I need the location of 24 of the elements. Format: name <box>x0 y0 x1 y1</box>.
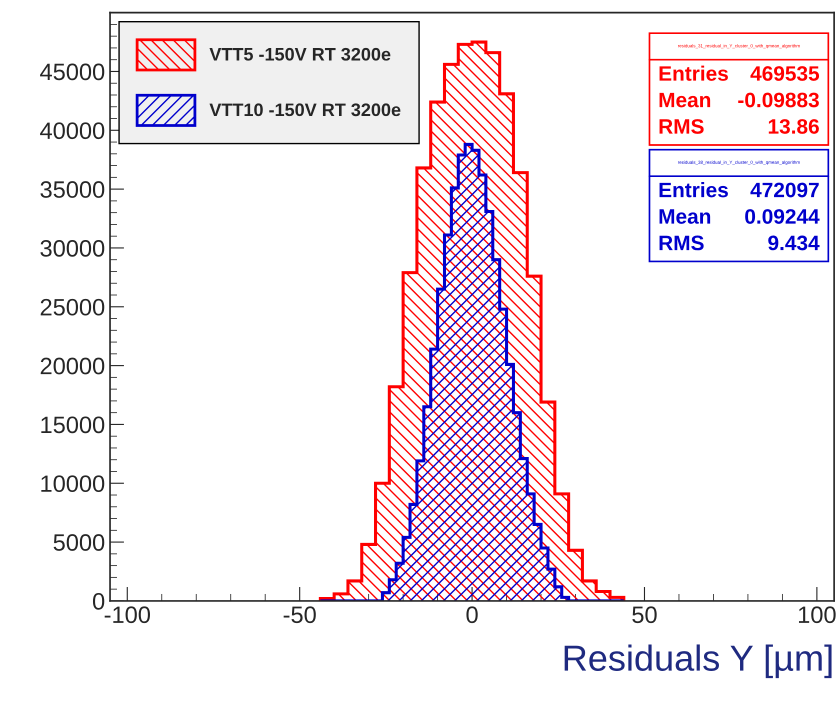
x-tick-label: 0 <box>466 606 478 624</box>
annotation: Entries 472097 <box>660 182 819 198</box>
legend-label: VTT10 -150V RT 3200e <box>209 103 400 116</box>
y-tick-label: 30000 <box>40 240 104 257</box>
annotation: Entries 469535 <box>660 66 820 81</box>
legend-label: VTT5 -150V RT 3200e <box>209 48 390 61</box>
y-tick-label: 0 <box>92 592 104 610</box>
y-tick-label: 45000 <box>40 64 104 80</box>
y-tick-label: 20000 <box>40 358 104 374</box>
y-tick-label: 5000 <box>54 534 104 551</box>
y-tick-label: 10000 <box>41 475 104 492</box>
text: Mean 0.09244 <box>660 209 820 224</box>
y-tick-label: 35000 <box>40 181 104 198</box>
text: RMS 9.434 <box>660 236 820 250</box>
x-tick-label: 100 <box>798 606 836 624</box>
y-tick-label: 25000 <box>40 298 104 316</box>
x-axis-title: Residuals Y [µm] <box>564 644 832 678</box>
y-tick-label: 40000 <box>40 122 104 140</box>
x-tick-label: 50 <box>632 606 657 624</box>
text: Mean -0.09883 <box>660 92 819 108</box>
y-tick-label: 15000 <box>41 416 104 434</box>
x-tick-label: -50 <box>284 606 316 624</box>
x-tick-label: -100 <box>104 606 150 624</box>
text: RMS 13.86 <box>660 119 819 134</box>
